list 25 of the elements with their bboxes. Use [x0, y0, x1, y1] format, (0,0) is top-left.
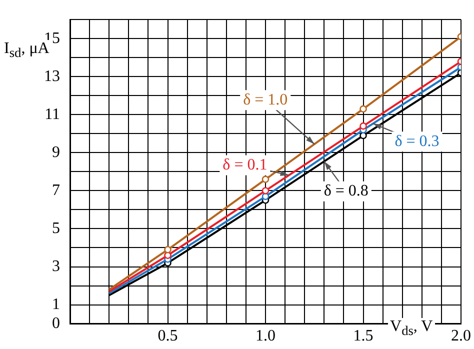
y-tick-label: 11 [44, 106, 60, 123]
x-tick-label: 1.0 [256, 328, 276, 345]
y-tick-label: 0 [52, 315, 60, 332]
point [360, 105, 367, 113]
x-tick-label: 2.0 [451, 328, 471, 345]
y-axis-title: I$_{sd}$, μA [2, 40, 52, 62]
x-tick-label: 1.5 [353, 328, 374, 345]
point [360, 122, 367, 130]
y-tick-label: 3 [52, 258, 60, 275]
point [262, 192, 270, 200]
point [262, 187, 270, 194]
y-tick-label: 7 [52, 182, 60, 199]
text: δ = 1.0 [243, 91, 288, 108]
x-tick-label: 0.5 [158, 328, 178, 345]
point [262, 176, 270, 183]
point [164, 246, 172, 254]
series-label: δ = 0.3 [394, 132, 440, 150]
y-tick-label: 13 [44, 68, 60, 85]
y-tick-label: 5 [52, 220, 60, 237]
series-label: δ = 0.8 [324, 182, 368, 200]
series-label: δ = 0.1 [222, 156, 268, 174]
point [164, 252, 172, 260]
y-tick-label: 9 [52, 144, 60, 161]
y-tick-label: 1 [52, 296, 60, 313]
x-axis-title: V$_{ds}$, V [388, 318, 435, 340]
